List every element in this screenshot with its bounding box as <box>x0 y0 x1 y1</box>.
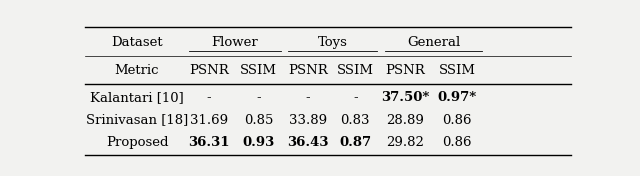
Text: PSNR: PSNR <box>385 64 425 77</box>
Text: 33.89: 33.89 <box>289 114 327 127</box>
Text: 0.97*: 0.97* <box>437 91 477 104</box>
Text: 29.82: 29.82 <box>386 136 424 149</box>
Text: 0.86: 0.86 <box>442 136 472 149</box>
Text: 0.86: 0.86 <box>442 114 472 127</box>
Text: PSNR: PSNR <box>288 64 328 77</box>
Text: 28.89: 28.89 <box>386 114 424 127</box>
Text: PSNR: PSNR <box>189 64 229 77</box>
Text: Proposed: Proposed <box>106 136 168 149</box>
Text: Metric: Metric <box>115 64 159 77</box>
Text: Toys: Toys <box>317 36 348 49</box>
Text: Kalantari [10]: Kalantari [10] <box>90 91 184 104</box>
Text: 0.85: 0.85 <box>244 114 273 127</box>
Text: -: - <box>306 91 310 104</box>
Text: 37.50*: 37.50* <box>381 91 429 104</box>
Text: SSIM: SSIM <box>337 64 374 77</box>
Text: 36.31: 36.31 <box>188 136 230 149</box>
Text: 31.69: 31.69 <box>190 114 228 127</box>
Text: Srinivasan [18]: Srinivasan [18] <box>86 114 188 127</box>
Text: 0.87: 0.87 <box>339 136 371 149</box>
Text: Dataset: Dataset <box>111 36 163 49</box>
Text: 0.93: 0.93 <box>243 136 275 149</box>
Text: Flower: Flower <box>212 36 259 49</box>
Text: -: - <box>353 91 358 104</box>
Text: -: - <box>207 91 211 104</box>
Text: SSIM: SSIM <box>438 64 476 77</box>
Text: 0.83: 0.83 <box>340 114 370 127</box>
Text: General: General <box>407 36 460 49</box>
Text: -: - <box>256 91 261 104</box>
Text: 36.43: 36.43 <box>287 136 329 149</box>
Text: SSIM: SSIM <box>240 64 277 77</box>
